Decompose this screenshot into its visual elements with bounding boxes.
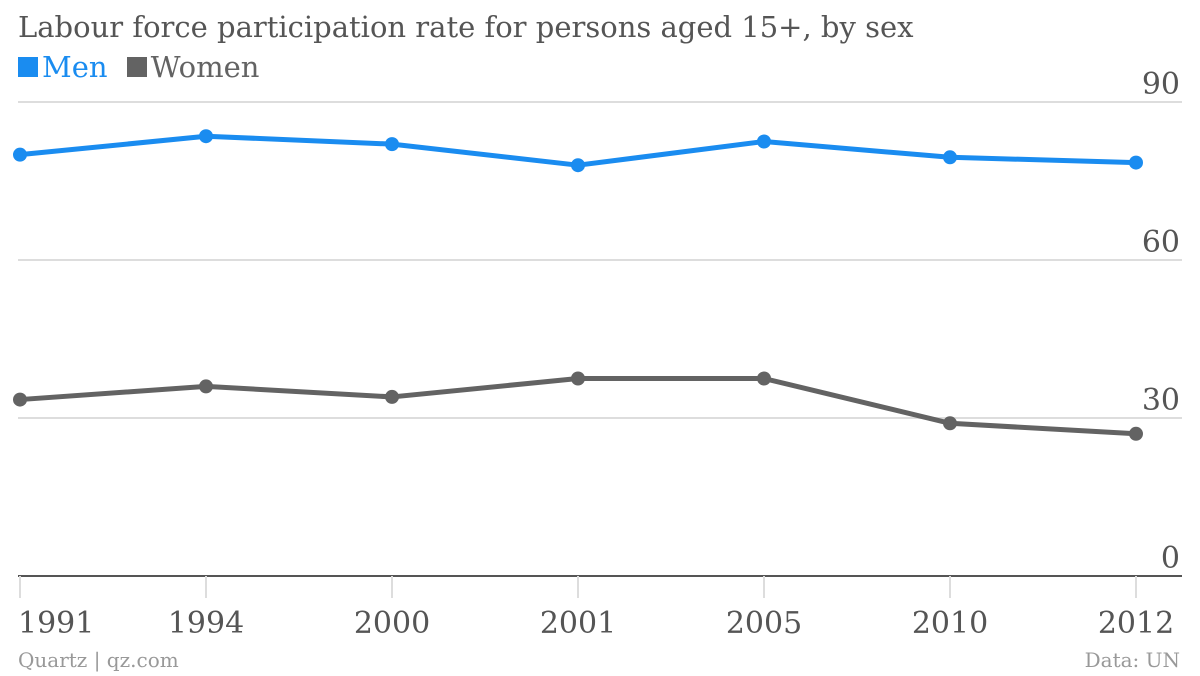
legend: Men Women bbox=[18, 50, 269, 84]
legend-label-men: Men bbox=[42, 50, 108, 84]
x-tick-label: 1991 bbox=[18, 606, 94, 641]
x-tick-label: 2005 bbox=[726, 606, 802, 641]
legend-swatch-men bbox=[18, 57, 38, 77]
data-point-women bbox=[943, 416, 957, 431]
y-tick-label: 60 bbox=[1142, 225, 1180, 260]
y-tick-label: 90 bbox=[1142, 67, 1180, 102]
x-tick-label: 2000 bbox=[354, 606, 430, 641]
legend-item-men: Men bbox=[18, 50, 108, 84]
legend-swatch-women bbox=[126, 57, 147, 77]
data-point-women bbox=[385, 389, 399, 404]
series-line-women bbox=[19, 376, 1137, 437]
footer-source-right: Data: UN bbox=[1084, 648, 1180, 672]
data-point-women bbox=[757, 371, 771, 386]
data-point-men bbox=[199, 129, 213, 144]
legend-item-women: Women bbox=[126, 50, 260, 84]
data-point-men bbox=[943, 150, 957, 165]
footer-source-left: Quartz | qz.com bbox=[18, 648, 179, 672]
x-tick-label: 1994 bbox=[168, 606, 244, 641]
legend-label-women: Women bbox=[150, 50, 260, 84]
x-tick-label: 2010 bbox=[912, 606, 988, 641]
x-tick-label: 2012 bbox=[1098, 606, 1174, 641]
data-point-men bbox=[13, 147, 27, 162]
chart-title: Labour force participation rate for pers… bbox=[18, 10, 914, 44]
data-point-men bbox=[757, 134, 771, 149]
data-point-men bbox=[1129, 155, 1143, 170]
y-tick-label: 0 bbox=[1161, 541, 1180, 576]
data-point-women bbox=[13, 392, 27, 407]
data-point-women bbox=[571, 371, 585, 386]
data-point-women bbox=[1129, 426, 1143, 441]
y-tick-label: 30 bbox=[1142, 383, 1180, 418]
data-point-women bbox=[199, 379, 213, 394]
data-point-men bbox=[571, 158, 585, 173]
data-point-men bbox=[385, 137, 399, 152]
x-tick-label: 2001 bbox=[540, 606, 616, 641]
